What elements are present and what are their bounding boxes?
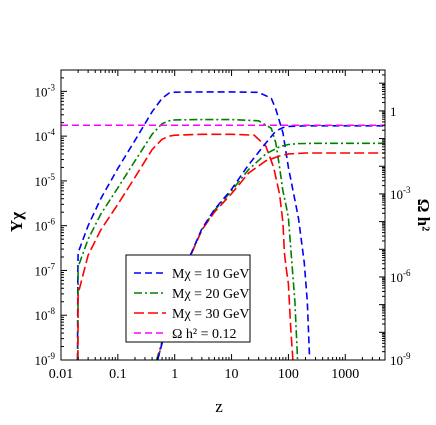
x-tick-label: 0.1 bbox=[109, 367, 127, 382]
y-right-tick-label: 10-3 bbox=[390, 185, 411, 202]
y-left-tick-exponent: -5 bbox=[48, 172, 56, 182]
x-tick-label: 1000 bbox=[331, 367, 359, 382]
y-axis-right-title: Ω h² bbox=[414, 199, 433, 231]
series-line-2 bbox=[77, 118, 299, 360]
series-line-1 bbox=[76, 91, 311, 360]
legend-label-2: Mχ = 20 GeV bbox=[172, 287, 250, 302]
legend-label-4: Ω h² = 0.12 bbox=[172, 327, 237, 342]
y-right-tick-exponent: -9 bbox=[403, 351, 411, 361]
y-left-tick-label: 10-8 bbox=[35, 306, 56, 323]
y-right-tick-label: 10-9 bbox=[390, 351, 411, 368]
legend-box bbox=[125, 254, 251, 343]
x-tick-label: 10 bbox=[225, 367, 239, 382]
y-left-tick-label: 10-4 bbox=[35, 127, 56, 144]
y-left-tick-exponent: -6 bbox=[48, 217, 56, 227]
y-right-tick-label: 10-6 bbox=[390, 268, 411, 285]
x-tick-label: 0.01 bbox=[49, 367, 74, 382]
y-left-tick-label: 10-3 bbox=[35, 82, 56, 99]
y-right-tick-label: 1 bbox=[390, 104, 397, 119]
x-tick-label: 100 bbox=[278, 367, 299, 382]
y-left-tick-label: 10-9 bbox=[35, 351, 56, 368]
y-left-tick-label: 10-5 bbox=[35, 172, 56, 189]
x-axis-title: z bbox=[215, 397, 223, 416]
y-left-tick-exponent: -3 bbox=[48, 82, 56, 92]
y-left-tick-exponent: -4 bbox=[48, 127, 56, 137]
y-left-tick-exponent: -8 bbox=[48, 306, 56, 316]
legend-label-3: Mχ = 30 GeV bbox=[172, 307, 250, 322]
legend: Mχ = 10 GeV Mχ = 20 GeV Mχ = 30 GeV Ω h² = … bbox=[125, 254, 251, 343]
y-left-tick-exponent: -9 bbox=[48, 351, 56, 361]
series-line-3 bbox=[77, 133, 294, 360]
legend-label-1: Mχ = 10 GeV bbox=[172, 267, 250, 282]
y-left-tick-exponent: -7 bbox=[48, 261, 56, 271]
y-axis-left-title: Yχ bbox=[7, 212, 26, 232]
y-right-tick-exponent: -6 bbox=[403, 268, 411, 278]
y-right-tick-exponent: -3 bbox=[403, 185, 411, 195]
x-tick-label: 1 bbox=[171, 367, 178, 382]
y-left-tick-label: 10-6 bbox=[35, 217, 56, 234]
y-left-tick-label: 10-7 bbox=[35, 261, 56, 278]
